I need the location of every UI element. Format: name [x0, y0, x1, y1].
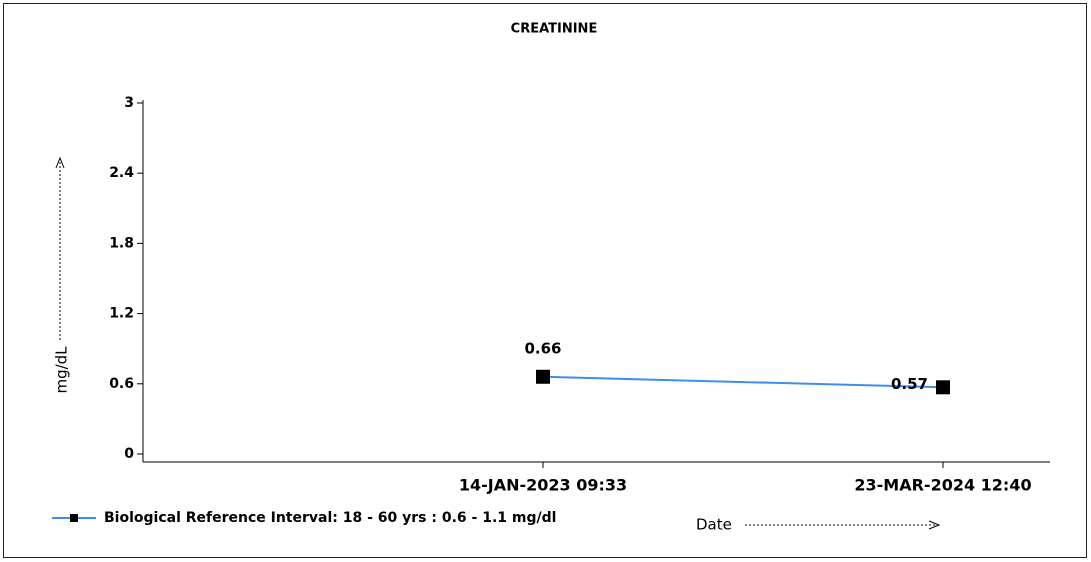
legend-label: Biological Reference Interval: 18 - 60 y…: [104, 510, 556, 526]
frame: [3, 3, 1087, 558]
chart-title: CREATININE: [511, 22, 598, 37]
series-line: [542, 375, 944, 389]
y-label-arrowhead: [55, 156, 65, 169]
x-axis-label: Date: [696, 516, 732, 534]
x-label-arrowhead: [928, 520, 941, 530]
x-tick-label: 14-JAN-2023 09:33: [459, 476, 627, 495]
y-tick-label: 1.8: [109, 235, 134, 251]
y-tick-label: 0.6: [109, 376, 134, 392]
y-tick-label: 3: [124, 95, 134, 111]
legend-marker: [70, 514, 78, 522]
data-label: 0.57: [891, 375, 928, 393]
point-marker: [536, 369, 550, 384]
y-tick-label: 1.2: [109, 306, 134, 322]
x-tick-label: 23-MAR-2024 12:40: [854, 476, 1031, 495]
y-tick-label: 0: [124, 446, 134, 462]
data-label: 0.66: [524, 339, 561, 357]
point-marker: [936, 380, 950, 395]
y-axis-label: mg/dL: [53, 346, 71, 394]
y-tick-label: 2.4: [109, 165, 134, 181]
